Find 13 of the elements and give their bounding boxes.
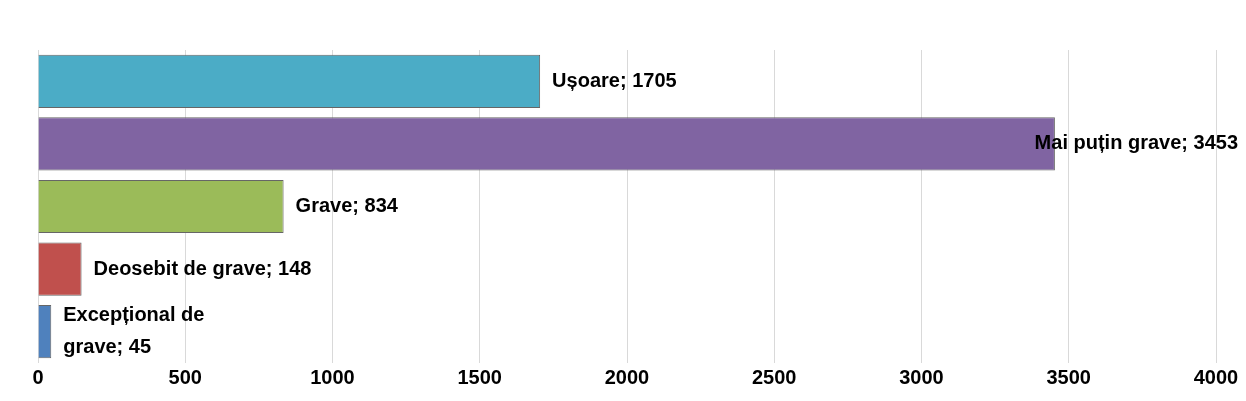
x-tick-label: 3500 [1046,365,1091,388]
x-tick-label: 4000 [1193,365,1239,388]
x-tick-label: 500 [168,365,202,388]
data-label: Ușoare; 1705 [552,68,677,91]
data-label: Excepțional de grave; 45 [63,303,205,358]
x-tick-label: 0 [32,365,44,388]
data-label: Grave; 834 [295,194,399,217]
x-tick-label: 1500 [457,365,502,388]
x-tick-label: 2000 [604,365,650,388]
x-tick-label: 1000 [310,365,355,388]
data-label: Deosebit de grave; 148 [93,256,312,279]
x-tick-label: 2500 [752,365,797,388]
x-tick-label: 3000 [899,365,944,388]
